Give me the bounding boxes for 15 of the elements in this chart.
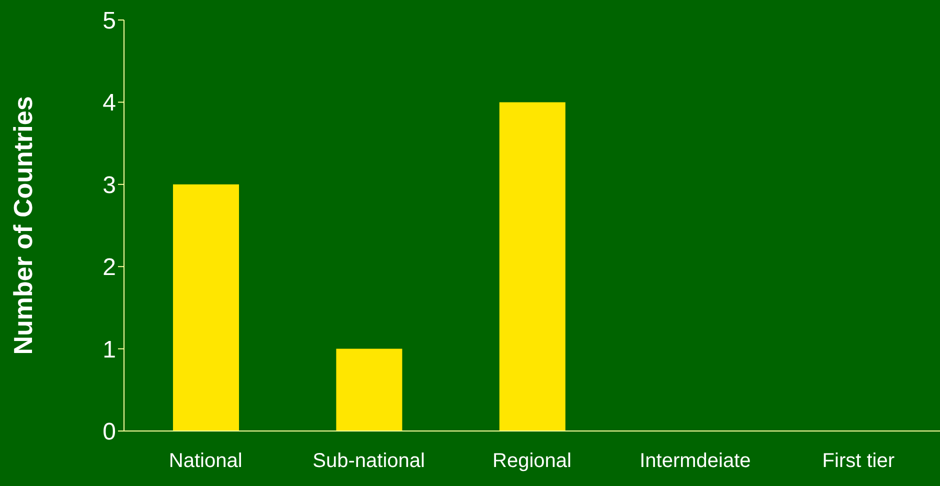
y-tick-label: 5: [102, 8, 116, 35]
x-tick-label: Regional: [492, 450, 572, 472]
x-tick-label: First tier: [822, 450, 895, 472]
y-tick-label: 4: [102, 90, 116, 117]
x-tick-label: Sub-national: [312, 450, 425, 472]
x-tick-label: Intermdeiate: [640, 450, 751, 472]
y-tick-label: 0: [102, 418, 116, 446]
bar: [499, 102, 566, 431]
bar: [336, 348, 402, 431]
bar: [173, 184, 239, 431]
x-tick-label: National: [168, 450, 242, 472]
y-tick-label: 1: [102, 336, 116, 364]
y-tick-label: 2: [102, 254, 116, 282]
y-tick-label: 3: [102, 172, 116, 199]
y-axis-title: Number of Countries: [8, 96, 38, 355]
